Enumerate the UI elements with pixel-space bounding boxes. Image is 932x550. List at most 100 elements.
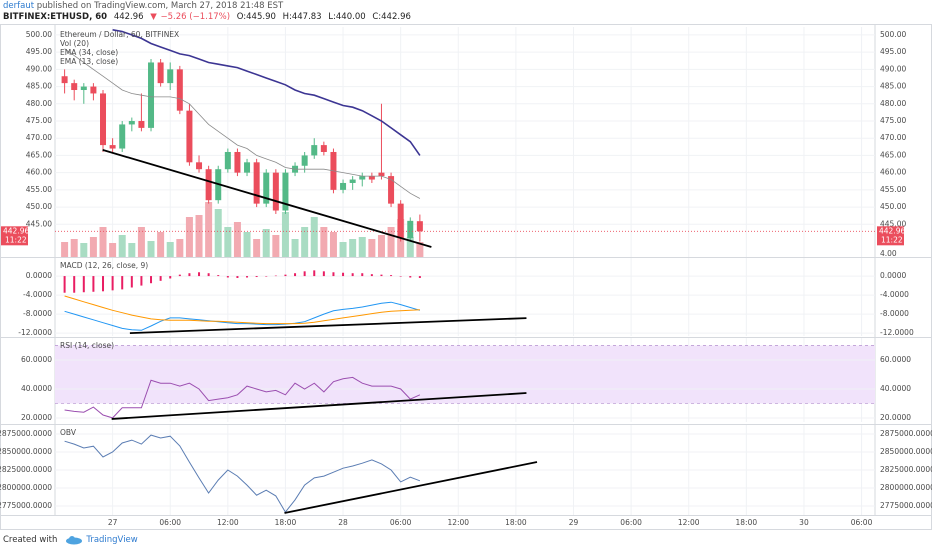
histogram-bar	[418, 276, 421, 278]
candle-body	[167, 69, 174, 84]
volume-bar	[157, 232, 165, 257]
chart-frame	[0, 24, 932, 530]
x-tick-label: 06:00	[620, 518, 642, 527]
legend-entry: EMA (13, close)	[60, 57, 118, 66]
y-tick-label-left: 445.00	[26, 219, 52, 228]
last: 442.96	[113, 12, 144, 22]
y-tick-label-left: 470.00	[26, 133, 52, 142]
series-line	[64, 376, 421, 419]
pane-title: Ethereum / Dollar, 60, BITFINEX	[60, 30, 179, 39]
y-tick-label: 485.00	[880, 82, 906, 91]
y-tick-label: 60.0000	[880, 355, 911, 364]
volume-bar	[185, 217, 193, 257]
volume-bar	[339, 242, 347, 257]
histogram-bar	[274, 275, 277, 277]
y-tick-label: 0.0000	[880, 271, 906, 280]
histogram-bar	[265, 276, 268, 277]
open: O:445.90	[236, 12, 276, 22]
pane-title: MACD (12, 26, close, 9)	[60, 261, 148, 270]
histogram-bar	[130, 276, 133, 288]
volume-bar	[416, 242, 424, 257]
candle-body	[109, 145, 116, 149]
y-tick-label: 450.00	[880, 202, 906, 211]
histogram-bar	[140, 276, 143, 286]
candle-body	[301, 155, 308, 166]
histogram-bar	[169, 276, 172, 279]
legend-entry: EMA (34, close)	[60, 48, 118, 57]
volume-bar	[377, 235, 385, 257]
author[interactable]: derfaut	[3, 1, 35, 11]
candle-body	[186, 110, 193, 163]
last-price-box	[1, 226, 28, 246]
candle-body	[397, 203, 404, 239]
y-tick-label-left: 495.00	[26, 47, 52, 56]
series-line	[64, 48, 421, 199]
y-tick-label: 475.00	[880, 116, 906, 125]
histogram-bar	[370, 274, 373, 277]
y-tick-label: 460.00	[880, 168, 906, 177]
last-price-label: 442.96	[3, 226, 29, 235]
candle-body	[349, 179, 356, 183]
publish-line: derfaut published on TradingView.com, Ma…	[3, 1, 283, 11]
volume-bar	[70, 239, 78, 257]
histogram-bar	[236, 276, 239, 278]
y-tick-label: 445.00	[880, 219, 906, 228]
x-tick-label: 18:00	[736, 518, 758, 527]
last-price-box	[877, 226, 904, 246]
volume-bar	[195, 215, 203, 257]
candle-body	[119, 124, 126, 149]
y-tick-label: 500.00	[880, 30, 906, 39]
candle-body	[244, 162, 251, 173]
histogram-bar	[255, 276, 258, 278]
histogram-bar	[342, 272, 345, 277]
histogram-bar	[351, 273, 354, 277]
histogram-bar	[73, 276, 76, 293]
y-tick-label-left: 485.00	[26, 82, 52, 91]
candle-body	[311, 145, 318, 156]
histogram-bar	[82, 276, 85, 293]
x-tick-label: 29	[569, 518, 579, 527]
x-tick-label: 27	[108, 518, 118, 527]
footer: Created with TradingView	[3, 535, 138, 545]
volume-bar	[205, 202, 213, 257]
x-tick-label: 30	[799, 518, 809, 527]
candle-body	[407, 220, 414, 239]
brand[interactable]: TradingView	[86, 535, 138, 545]
volume-bar	[176, 239, 184, 257]
candle-body	[100, 93, 107, 146]
y-tick-label: 455.00	[880, 185, 906, 194]
candle-body	[416, 221, 423, 232]
y-tick-label-left: 20.0000	[21, 413, 52, 422]
logo-icon	[66, 536, 83, 545]
close: C:442.96	[372, 12, 411, 22]
series-line	[64, 434, 421, 513]
y-tick-label-left: 2825000.0000	[0, 465, 52, 474]
candle-body	[176, 69, 183, 111]
y-tick-label-left: 2775000.0000	[0, 501, 52, 510]
y-tick-label-left: 480.00	[26, 99, 52, 108]
y-tick-label: 2825000.0000	[880, 465, 932, 474]
trendline	[284, 461, 538, 514]
y-tick-label-left: -12.0000	[18, 328, 52, 337]
y-tick-label-left: 455.00	[26, 185, 52, 194]
volume-bar	[137, 227, 145, 257]
volume-bar	[310, 217, 318, 257]
y-tick-label: 2850000.0000	[880, 447, 932, 456]
histogram-bar	[150, 276, 153, 284]
series-line	[112, 29, 421, 156]
low: L:440.00	[328, 12, 366, 22]
x-tick-label: 28	[338, 518, 348, 527]
candle-body	[90, 86, 97, 94]
candle-body	[368, 176, 375, 180]
volume-bar	[281, 212, 289, 257]
candle-body	[196, 162, 203, 170]
series-line	[64, 301, 421, 331]
histogram-bar	[313, 270, 316, 277]
x-tick-label: 18:00	[505, 518, 527, 527]
histogram-bar	[399, 276, 402, 277]
histogram-bar	[246, 276, 249, 278]
histogram-bar	[361, 273, 364, 277]
volume-bar	[128, 243, 136, 257]
y-tick-label-left: 475.00	[26, 116, 52, 125]
change: −5.26 (−1.17%)	[160, 12, 231, 22]
